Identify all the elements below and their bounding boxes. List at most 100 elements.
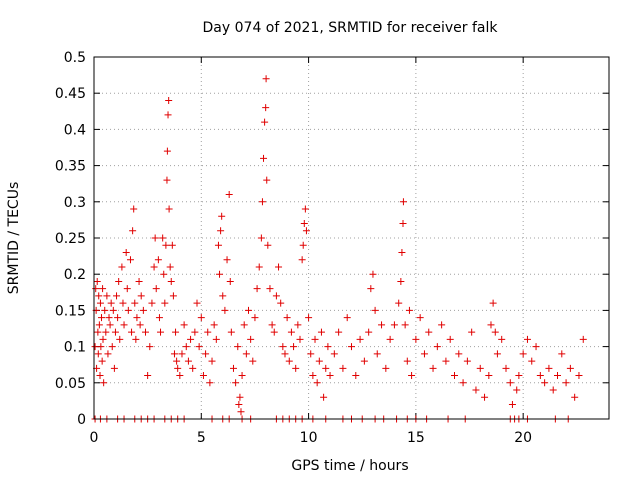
data-point [225,191,233,199]
data-point [219,292,227,300]
data-point [451,372,458,380]
data-point [97,343,105,351]
data-point [109,306,117,314]
data-point [348,343,355,351]
data-point [229,364,237,372]
data-point [298,256,306,264]
data-point [275,263,283,271]
data-point [96,372,104,380]
data-point [157,328,165,336]
data-point [195,343,203,351]
data-point [320,393,328,401]
data-point [113,292,121,300]
y-tick-label: 0.35 [55,159,86,175]
data-point [356,335,364,343]
data-point [92,285,100,293]
x-axis-label: GPS time / hours [291,458,408,474]
data-point [216,270,224,278]
data-point [172,328,180,336]
data-point [133,314,141,322]
x-tick-label: 20 [514,430,532,446]
data-point [144,372,152,380]
data-point [270,328,278,336]
data-point [302,227,310,235]
data-point [255,263,263,271]
data-point [226,277,234,285]
data-point [159,234,167,242]
data-point [210,321,218,329]
data-point [95,321,103,329]
data-point [575,372,583,380]
data-point [412,335,420,343]
data-point [212,335,220,343]
data-point [119,299,127,307]
data-point [294,321,302,329]
data-point [98,357,106,365]
data-point [562,379,570,387]
data-point [240,321,248,329]
data-point [579,335,587,343]
data-point [487,321,495,329]
data-point [110,364,118,372]
y-tick-label: 0.45 [55,86,86,102]
data-point [104,350,112,358]
data-point [174,364,182,372]
data-point [102,328,110,336]
chart-title: Day 074 of 2021, SRMTID for receiver fal… [203,20,499,36]
data-point [262,104,270,112]
data-point [398,248,406,256]
y-tick-label: 0.25 [55,231,86,247]
data-point [131,299,139,307]
data-point [232,379,240,387]
data-point [446,335,454,343]
data-point [237,408,245,416]
data-point [378,321,386,329]
x-tick-label: 5 [197,430,206,446]
y-tick-label: 0.1 [64,340,86,356]
data-point [296,335,304,343]
data-point [260,154,268,162]
data-point [300,220,308,228]
data-point [420,350,428,358]
data-point [299,241,307,249]
data-point [365,328,373,336]
data-point [287,328,295,336]
data-point [442,357,450,365]
data-point [268,321,276,329]
data-point [463,357,471,365]
data-point [155,314,163,322]
data-point [386,335,394,343]
data-point [100,379,108,387]
data-point [285,357,293,365]
data-point [491,328,499,336]
y-tick-label: 0.05 [55,376,86,392]
data-point [99,285,107,293]
data-point [182,343,190,351]
data-point [122,248,130,256]
data-point [305,314,313,322]
data-point [217,227,225,235]
data-point [498,335,506,343]
data-point [165,205,173,213]
data-point [264,241,272,249]
data-point [472,386,480,394]
data-point [545,364,553,372]
data-point [481,393,489,401]
y-axis-label: SRMTID / TECUs [6,182,22,295]
data-point [360,357,368,365]
data-point [566,364,574,372]
data-point [161,299,169,307]
data-point [313,379,321,387]
data-point [128,328,136,336]
x-tick-label: 10 [300,430,318,446]
data-point [438,321,446,329]
data-point [106,321,114,329]
data-point [178,350,186,358]
data-point [459,379,467,387]
data-point [343,314,351,322]
data-point [283,314,291,322]
data-point [292,364,300,372]
data-point [253,285,261,293]
data-point [234,343,242,351]
data-point [114,314,122,322]
